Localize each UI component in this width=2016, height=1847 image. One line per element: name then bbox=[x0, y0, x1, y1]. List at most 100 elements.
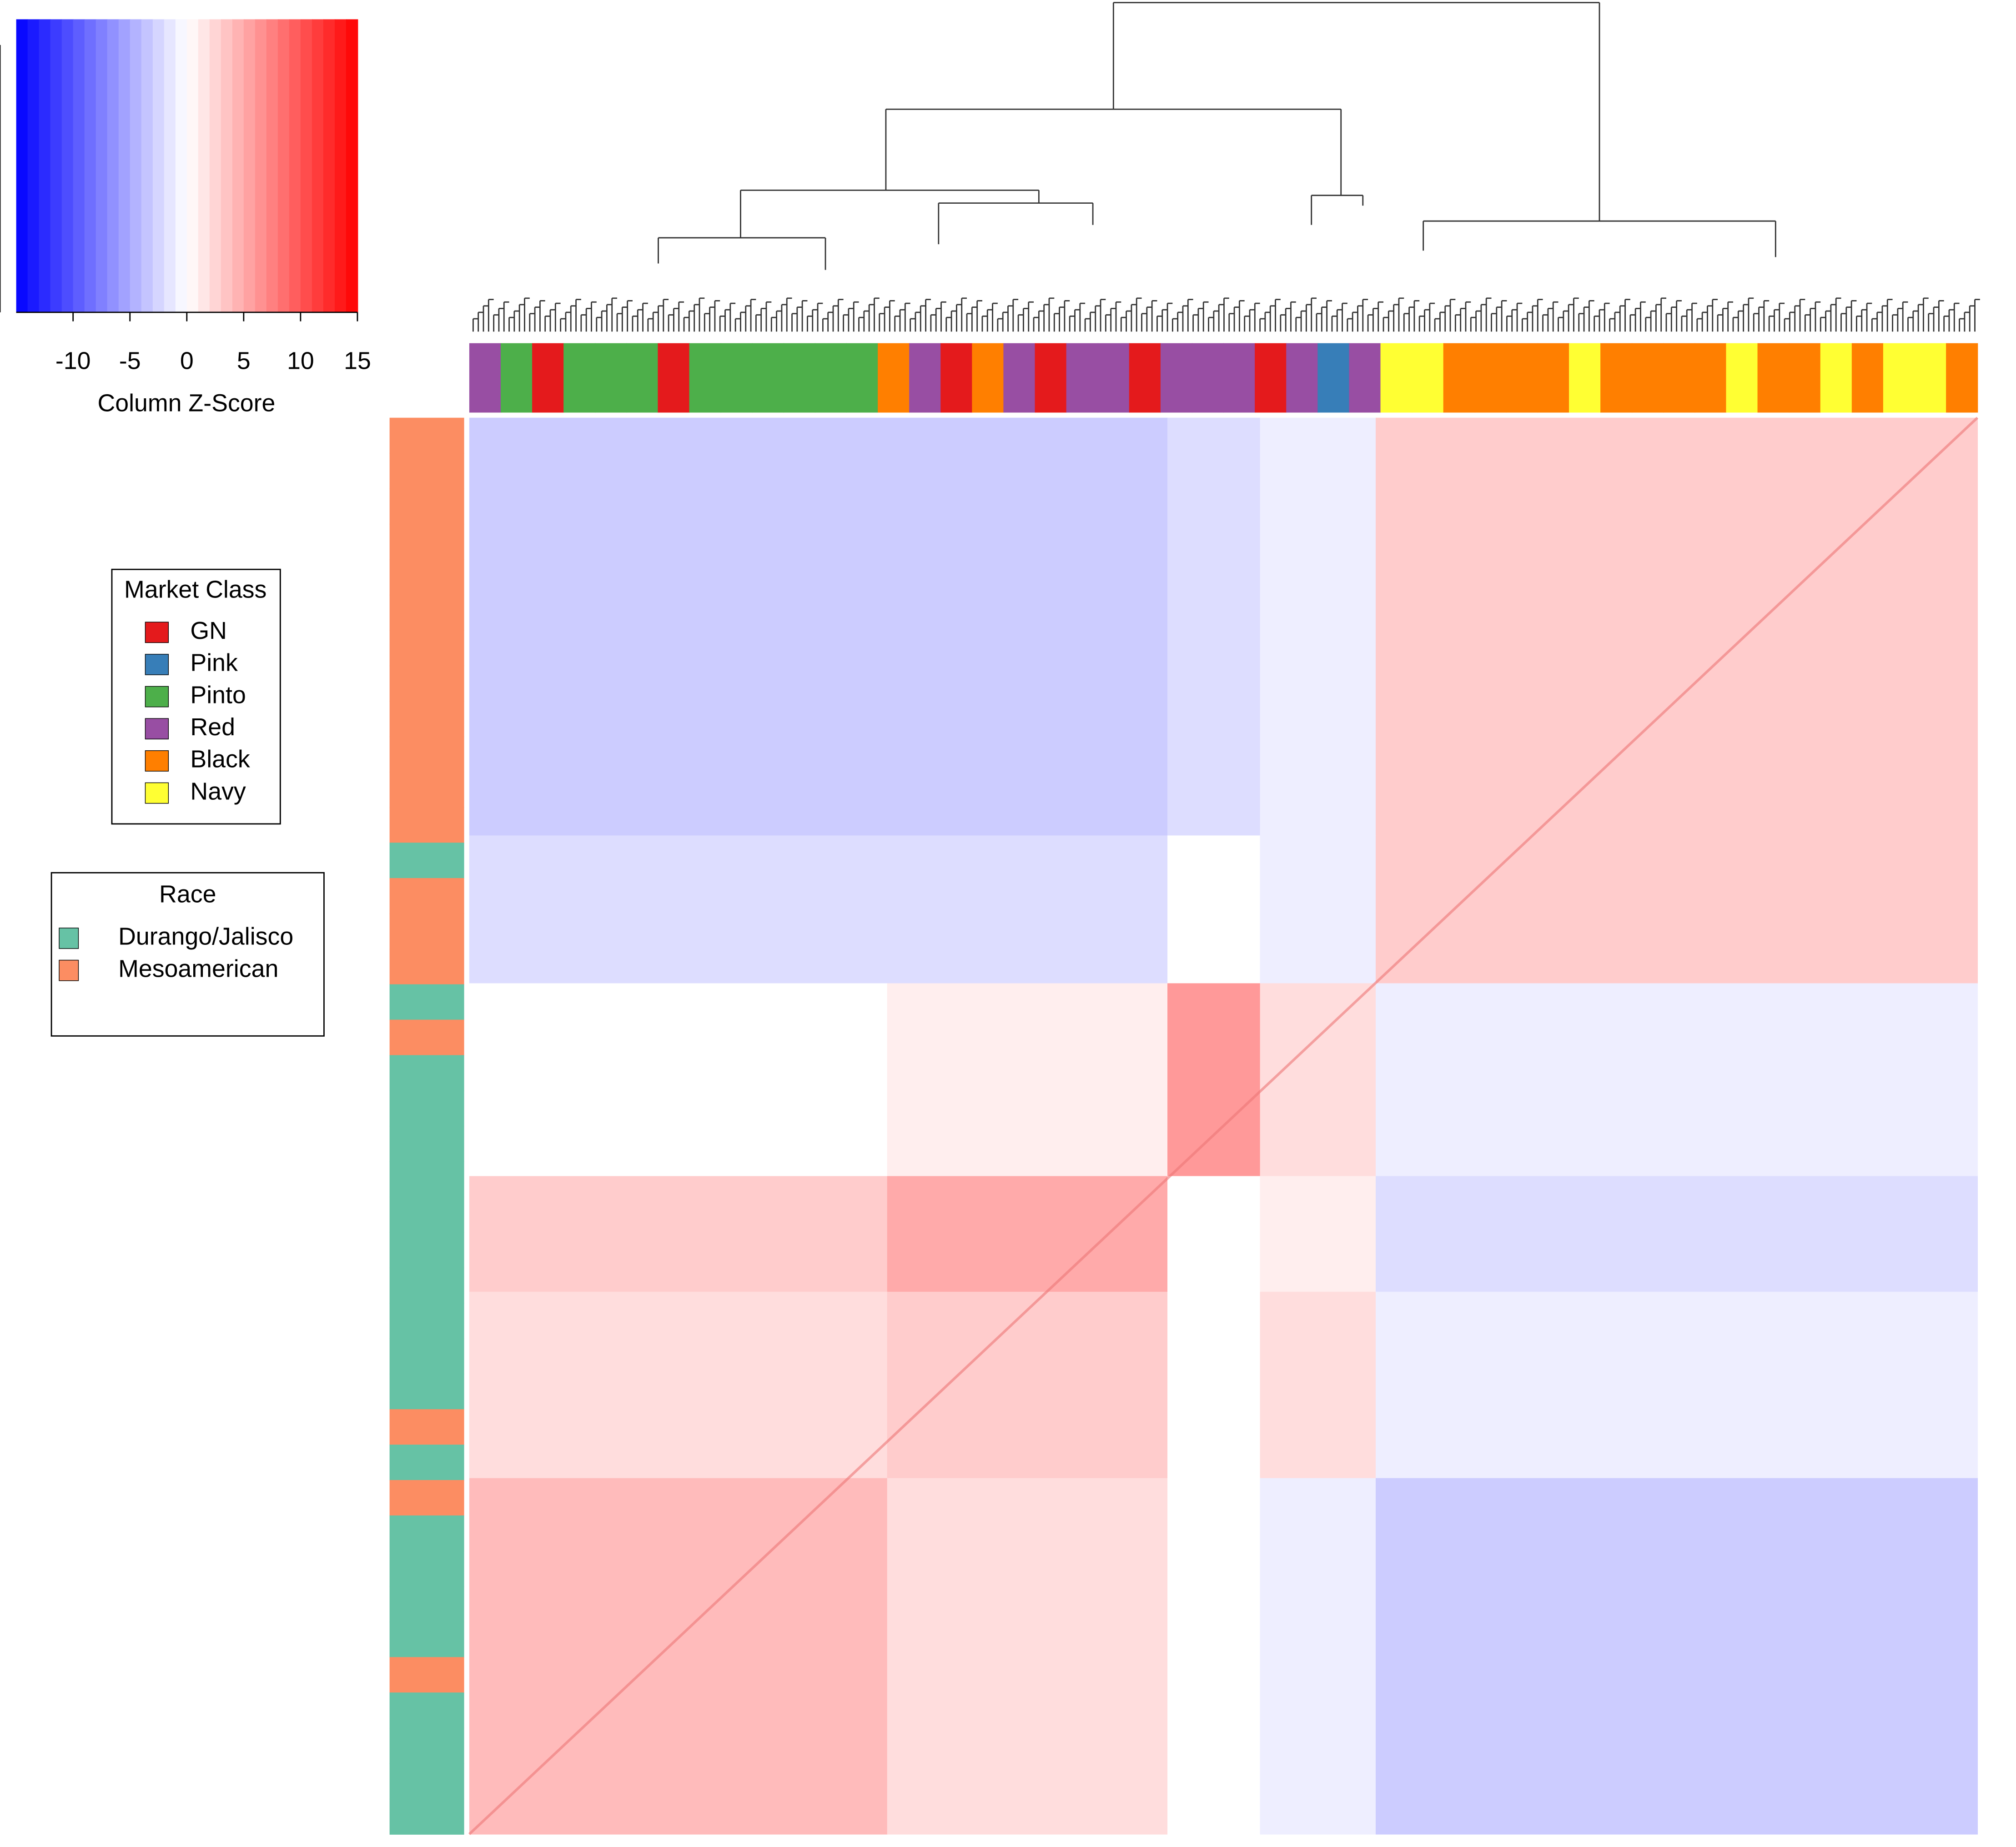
column-class-stripe bbox=[1600, 343, 1633, 413]
row-race-stripe bbox=[389, 1728, 464, 1764]
column-class-stripe bbox=[1317, 343, 1350, 413]
column-class-stripe bbox=[1757, 343, 1790, 413]
legend-label: Navy bbox=[190, 778, 246, 805]
row-race-stripe bbox=[389, 1621, 464, 1658]
key-tick-label: 10 bbox=[287, 347, 314, 374]
column-class-stripe bbox=[469, 343, 502, 413]
row-race-stripe bbox=[389, 1445, 464, 1481]
key-band bbox=[84, 19, 97, 312]
row-race-stripe bbox=[389, 913, 464, 949]
row-race-stripe bbox=[389, 1515, 464, 1551]
key-band bbox=[221, 19, 233, 312]
heatmap-cell bbox=[1260, 835, 1376, 984]
column-class-stripe bbox=[1569, 343, 1601, 413]
row-race-stripe bbox=[389, 1798, 464, 1835]
column-class-stripe bbox=[1097, 343, 1130, 413]
column-class-stripe bbox=[940, 343, 973, 413]
column-class-stripe bbox=[1066, 343, 1098, 413]
key-band bbox=[198, 19, 211, 312]
row-race-stripe bbox=[389, 524, 464, 560]
row-race-stripe bbox=[389, 488, 464, 525]
row-race-stripe bbox=[389, 843, 464, 879]
key-band bbox=[73, 19, 85, 312]
row-race-stripe bbox=[389, 984, 464, 1020]
heatmap-cell bbox=[469, 1176, 888, 1292]
key-band bbox=[107, 19, 120, 312]
race-legend-title: Race bbox=[159, 880, 216, 908]
row-race-stripe bbox=[389, 878, 464, 914]
column-class-stripe bbox=[972, 343, 1004, 413]
legend-swatch bbox=[145, 718, 169, 740]
column-class-stripe bbox=[626, 343, 659, 413]
key-tick-label: -10 bbox=[55, 347, 91, 374]
key-band bbox=[186, 19, 199, 312]
heatmap-cell bbox=[469, 983, 888, 1177]
column-class-stripe bbox=[1286, 343, 1318, 413]
heatmap-cell bbox=[1376, 1176, 1978, 1292]
diagonal bbox=[468, 417, 1979, 1835]
column-class-stripe bbox=[658, 343, 690, 413]
row-race-stripe bbox=[389, 1657, 464, 1693]
heatmap-cell bbox=[1260, 1176, 1376, 1292]
column-class-stripe bbox=[1915, 343, 1947, 413]
column-class-stripe bbox=[1474, 343, 1507, 413]
heatmap-cell bbox=[1260, 983, 1376, 1177]
column-class-stripe bbox=[909, 343, 941, 413]
key-band bbox=[243, 19, 256, 312]
legend-swatch bbox=[145, 654, 169, 675]
key-tick-label: 15 bbox=[344, 347, 371, 374]
heatmap-cell bbox=[1376, 835, 1978, 984]
heatmap-cell bbox=[1260, 417, 1376, 836]
legend-swatch bbox=[145, 750, 169, 772]
key-band bbox=[164, 19, 176, 312]
row-race-stripe bbox=[389, 1586, 464, 1622]
row-race-stripe bbox=[389, 1126, 464, 1162]
key-band bbox=[61, 19, 74, 312]
row-race-stripe bbox=[389, 1409, 464, 1445]
legend-label: Pink bbox=[190, 649, 238, 677]
column-class-stripe bbox=[1443, 343, 1475, 413]
heatmap-cell bbox=[1167, 983, 1261, 1177]
key-band bbox=[50, 19, 63, 312]
key-band bbox=[255, 19, 267, 312]
column-class-stripe bbox=[814, 343, 847, 413]
key-band bbox=[152, 19, 165, 312]
heatmap-cell bbox=[469, 417, 888, 836]
column-class-stripe bbox=[846, 343, 879, 413]
key-band bbox=[96, 19, 108, 312]
heatmap-cell bbox=[1167, 1291, 1261, 1479]
row-race-stripe bbox=[389, 1374, 464, 1410]
row-race-stripe bbox=[389, 417, 464, 454]
column-class-stripe bbox=[1412, 343, 1444, 413]
key-band bbox=[141, 19, 154, 312]
legend-label: Mesoamerican bbox=[118, 955, 278, 982]
row-race-stripe bbox=[389, 701, 464, 737]
heatmap-cell bbox=[1376, 417, 1978, 836]
key-band bbox=[266, 19, 279, 312]
row-race-stripe bbox=[389, 559, 464, 596]
legend-label: Black bbox=[190, 746, 250, 773]
row-race-stripe bbox=[389, 1338, 464, 1375]
row-race-stripe bbox=[389, 630, 464, 666]
column-class-stripe bbox=[1851, 343, 1884, 413]
row-race-stripe bbox=[389, 453, 464, 489]
key-band bbox=[323, 19, 336, 312]
key-band bbox=[346, 19, 358, 312]
heatmap-cell bbox=[469, 1478, 888, 1835]
heatmap-cell bbox=[887, 1291, 1168, 1479]
column-class-stripe bbox=[1035, 343, 1067, 413]
row-race-stripe bbox=[389, 1232, 464, 1268]
row-race-stripe bbox=[389, 1692, 464, 1729]
row-race-stripe bbox=[389, 949, 464, 985]
column-class-stripe bbox=[1883, 343, 1915, 413]
column-class-stripe bbox=[1003, 343, 1036, 413]
key-band bbox=[130, 19, 142, 312]
heatmap-cell bbox=[1260, 1291, 1376, 1479]
heatmap-cell bbox=[887, 983, 1168, 1177]
row-race-stripe bbox=[389, 1480, 464, 1516]
legend-swatch bbox=[145, 686, 169, 708]
heatmap-cell bbox=[1167, 835, 1261, 984]
row-race-stripe bbox=[389, 1196, 464, 1233]
heatmap-cell bbox=[1376, 1291, 1978, 1479]
column-class-stripe bbox=[1223, 343, 1256, 413]
